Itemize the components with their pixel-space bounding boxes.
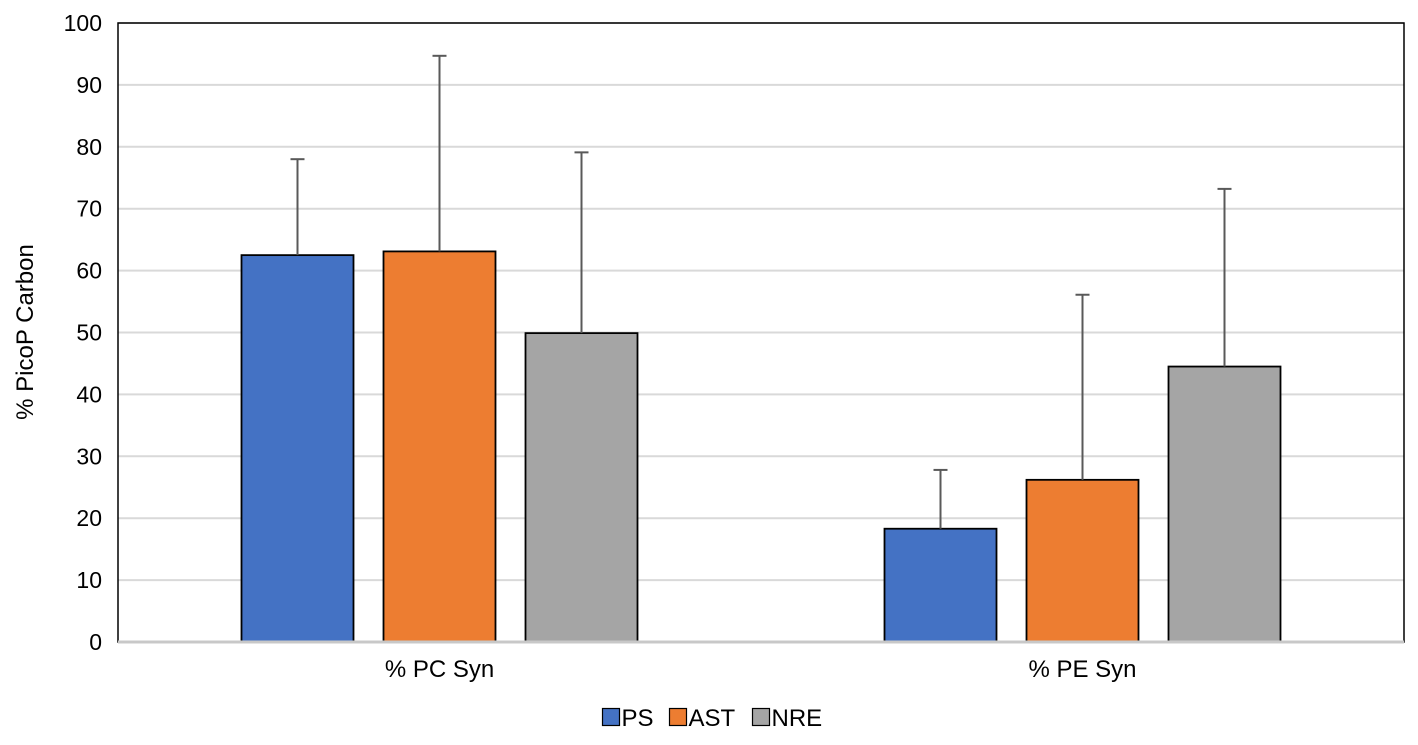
bars xyxy=(240,250,1282,643)
y-tick-label-100: 100 xyxy=(64,10,102,36)
legend-label-ast: AST xyxy=(689,705,736,732)
y-tick-label-50: 50 xyxy=(76,320,102,346)
y-tick-label-60: 60 xyxy=(76,258,102,284)
y-tick-label-70: 70 xyxy=(76,196,102,222)
x-category-label-2: % PE Syn xyxy=(1028,656,1136,683)
bar-nre-2 xyxy=(1167,365,1282,643)
error-bars xyxy=(290,54,1232,529)
y-tick-label-90: 90 xyxy=(76,72,102,98)
bar-ast-1 xyxy=(382,250,497,643)
axes xyxy=(117,22,1405,644)
legend-label-ps: PS xyxy=(622,705,654,732)
x-category-label-1: % PC Syn xyxy=(385,656,494,683)
legend-swatch-ps xyxy=(601,707,621,727)
legend-swatch-ast xyxy=(668,707,688,727)
bar-nre-1 xyxy=(524,332,639,643)
y-tick-label-80: 80 xyxy=(76,134,102,160)
y-tick-label-40: 40 xyxy=(76,381,102,407)
y-axis-title: % PicoP Carbon xyxy=(12,244,39,420)
bar-ast-2 xyxy=(1025,478,1140,643)
bar-ps-1 xyxy=(240,254,355,643)
y-tick-label-20: 20 xyxy=(76,505,102,531)
y-tick-label-0: 0 xyxy=(89,629,102,655)
legend-swatch-nre xyxy=(751,707,771,727)
bar-ps-2 xyxy=(883,527,998,643)
y-tick-labels: 0 10 20 30 40 50 60 70 80 90 100 xyxy=(64,10,102,655)
y-tick-label-30: 30 xyxy=(76,443,102,469)
legend-label-nre: NRE xyxy=(772,705,823,732)
y-tick-label-10: 10 xyxy=(76,567,102,593)
x-category-labels: % PC Syn % PE Syn xyxy=(385,656,1137,683)
legend: PS AST NRE xyxy=(601,705,823,732)
